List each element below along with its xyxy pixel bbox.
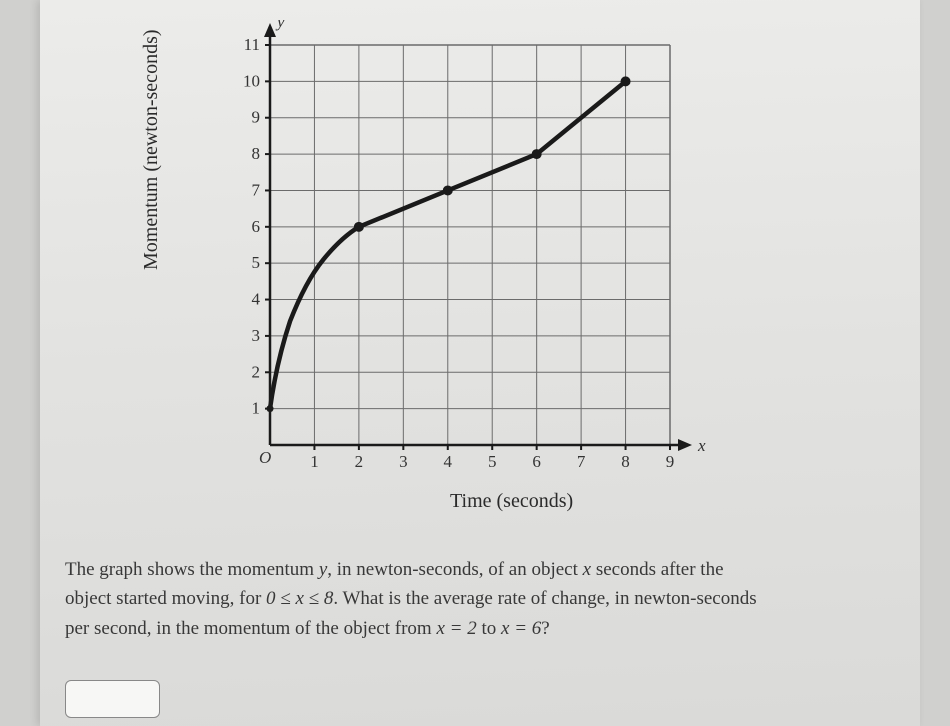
svg-text:2: 2	[355, 452, 364, 471]
svg-text:4: 4	[444, 452, 453, 471]
momentum-chart: 1234567891011123456789Oyx	[230, 20, 720, 490]
svg-text:4: 4	[252, 290, 261, 309]
svg-text:6: 6	[252, 217, 261, 236]
q-text: The graph shows the momentum	[65, 559, 319, 580]
svg-text:1: 1	[252, 399, 261, 418]
q-var-x: x	[583, 559, 591, 580]
svg-text:9: 9	[252, 108, 261, 127]
q-text: to	[477, 618, 501, 639]
q-eq2: x = 6	[501, 618, 541, 639]
svg-text:8: 8	[621, 452, 630, 471]
svg-text:x: x	[697, 436, 706, 455]
svg-text:10: 10	[243, 71, 260, 90]
q-var-y: y	[319, 559, 327, 580]
worksheet-sheet: Momentum (newton-seconds) Time (seconds)…	[40, 0, 920, 726]
svg-text:3: 3	[399, 452, 408, 471]
svg-text:1: 1	[310, 452, 319, 471]
q-text: ?	[541, 618, 549, 639]
svg-text:2: 2	[252, 362, 261, 381]
q-text: seconds after the	[591, 559, 723, 580]
y-axis-title: Momentum (newton-seconds)	[140, 29, 163, 270]
q-text: per second, in the momentum of the objec…	[65, 618, 436, 639]
question-text: The graph shows the momentum y, in newto…	[65, 555, 935, 643]
q-text: . What is the average rate of change, in…	[333, 588, 756, 609]
svg-text:5: 5	[488, 452, 497, 471]
svg-text:9: 9	[666, 452, 675, 471]
answer-input-box[interactable]	[65, 680, 160, 718]
svg-text:11: 11	[244, 35, 260, 54]
chart-container: Momentum (newton-seconds) Time (seconds)…	[180, 20, 740, 530]
x-axis-title: Time (seconds)	[450, 490, 573, 513]
svg-text:7: 7	[252, 180, 261, 199]
svg-text:6: 6	[532, 452, 541, 471]
svg-text:3: 3	[252, 326, 261, 345]
svg-text:8: 8	[252, 144, 261, 163]
q-inequality: 0 ≤ x ≤ 8	[266, 588, 333, 609]
svg-text:7: 7	[577, 452, 586, 471]
svg-text:5: 5	[252, 253, 261, 272]
svg-text:y: y	[275, 20, 285, 31]
svg-text:O: O	[259, 448, 271, 467]
q-text: , in newton-seconds, of an object	[327, 559, 582, 580]
q-eq1: x = 2	[436, 618, 476, 639]
q-text: object started moving, for	[65, 588, 266, 609]
